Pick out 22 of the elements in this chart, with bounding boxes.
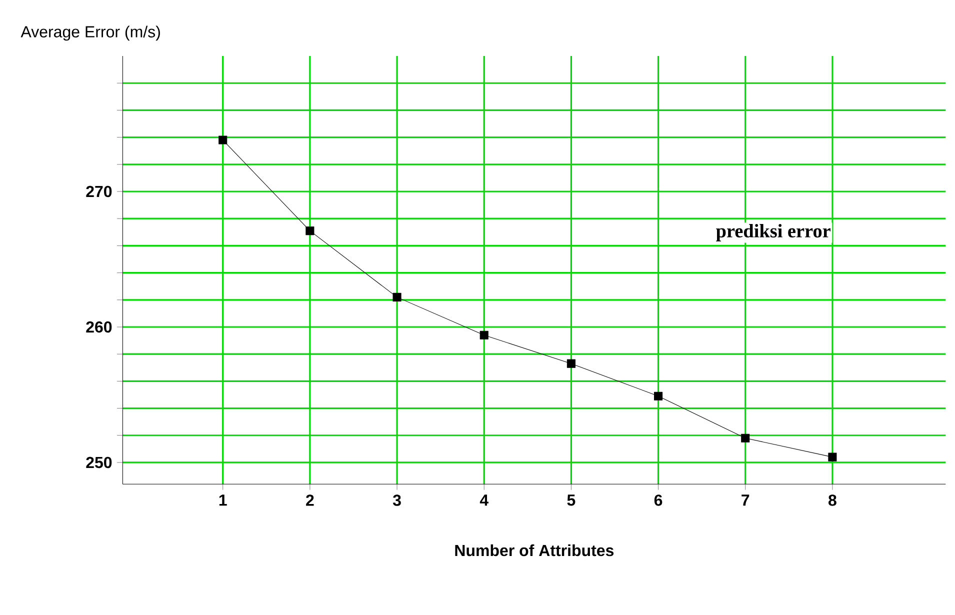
point: [306, 226, 314, 236]
x-tick-label: 2: [306, 494, 314, 506]
point: [218, 136, 228, 144]
x-axis-title: Number of Attributes: [455, 544, 614, 556]
x-tick-label: 8: [828, 494, 836, 506]
x-tick-label: 4: [480, 494, 488, 506]
point: [828, 452, 837, 462]
x-tick-label: 7: [742, 494, 750, 506]
text: prediksi error: [716, 224, 830, 242]
point: [654, 392, 663, 400]
x-tick-label: 5: [567, 494, 576, 506]
y-tick-label: 260: [86, 321, 112, 333]
point: [566, 359, 576, 368]
x-tick-label: 6: [654, 494, 662, 506]
x-tick-label: 3: [392, 494, 401, 506]
y-axis-title: Average Error (m/s): [20, 26, 160, 41]
point: [480, 330, 488, 340]
y-tick-label: 250: [86, 456, 112, 468]
y-tick-label: 270: [86, 186, 112, 198]
point: [392, 292, 402, 302]
point: [741, 434, 750, 442]
x-tick-label: 1: [219, 494, 227, 506]
